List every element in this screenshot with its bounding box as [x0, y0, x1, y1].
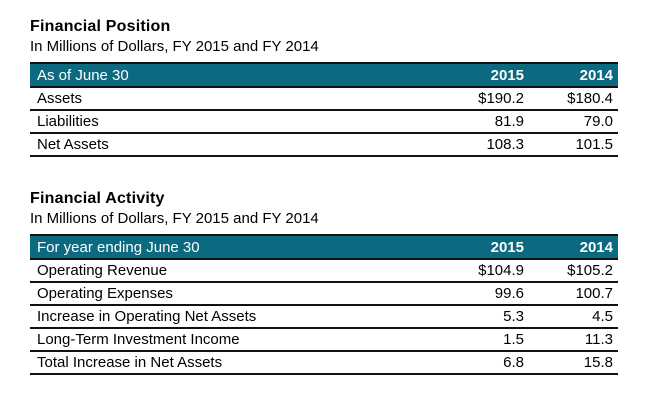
- table-row: Total Increase in Net Assets 6.8 15.8: [30, 351, 618, 374]
- header-year-2015-cell: 2015: [490, 238, 524, 256]
- row-label-cell: Liabilities: [37, 113, 99, 130]
- row-value-2015-cell: 6.8: [503, 354, 524, 371]
- row-value-2014-cell: 100.7: [575, 285, 613, 302]
- table-row: Increase in Operating Net Assets 5.3 4.5: [30, 305, 618, 328]
- row-value-2015-cell: 108.3: [486, 136, 524, 153]
- row-value-2014-cell: 4.5: [592, 308, 613, 325]
- table-row: Operating Revenue $104.9 $105.2: [30, 259, 618, 282]
- table-row: Long-Term Investment Income 1.5 11.3: [30, 328, 618, 351]
- row-value-2014-cell: $180.4: [567, 90, 613, 107]
- section-financial-position: Financial Position In Millions of Dollar…: [30, 0, 618, 157]
- row-label-cell: Increase in Operating Net Assets: [37, 308, 257, 325]
- table-header-row: For year ending June 30 2015 2014: [30, 235, 618, 259]
- row-label-cell: Total Increase in Net Assets: [37, 354, 223, 371]
- row-value-2015-cell: 5.3: [503, 308, 524, 325]
- row-value-2014-cell: 15.8: [583, 354, 613, 371]
- section-financial-activity: Financial Activity In Millions of Dollar…: [30, 157, 618, 375]
- row-value-2014-cell: 79.0: [583, 113, 613, 130]
- row-value-2014-cell: 101.5: [575, 136, 613, 153]
- financial-position-table: As of June 30 2015 2014 Assets $190.2 $1…: [30, 62, 618, 157]
- row-value-2015-cell: $190.2: [478, 90, 524, 107]
- table-header-row: As of June 30 2015 2014: [30, 63, 618, 87]
- header-year-2014-cell: 2014: [579, 66, 613, 84]
- section-title: Financial Position: [30, 18, 171, 35]
- row-value-2015-cell: 1.5: [503, 331, 524, 348]
- section-subtitle: In Millions of Dollars, FY 2015 and FY 2…: [30, 210, 319, 227]
- section-subtitle: In Millions of Dollars, FY 2015 and FY 2…: [30, 38, 319, 55]
- row-label-cell: Operating Expenses: [37, 285, 173, 302]
- header-year-2014-cell: 2014: [579, 238, 613, 256]
- row-label-cell: Operating Revenue: [37, 262, 168, 279]
- row-label-cell: Assets: [37, 90, 83, 107]
- row-value-2014-cell: 11.3: [584, 331, 613, 348]
- row-value-2015-cell: $104.9: [478, 262, 524, 279]
- row-value-2015-cell: 81.9: [494, 113, 524, 130]
- row-label-cell: Net Assets: [37, 136, 109, 153]
- row-value-2015-cell: 99.6: [494, 285, 524, 302]
- header-label-cell: As of June 30: [37, 66, 129, 84]
- table-row: Operating Expenses 99.6 100.7: [30, 282, 618, 305]
- header-year-2015-cell: 2015: [490, 66, 524, 84]
- row-label-cell: Long-Term Investment Income: [37, 331, 240, 348]
- header-label-cell: For year ending June 30: [37, 238, 200, 256]
- section-title: Financial Activity: [30, 190, 165, 207]
- row-value-2014-cell: $105.2: [567, 262, 613, 279]
- report-content: Financial Position In Millions of Dollar…: [30, 0, 618, 375]
- table-row: Net Assets 108.3 101.5: [30, 133, 618, 156]
- table-row: Liabilities 81.9 79.0: [30, 110, 618, 133]
- financial-activity-table: For year ending June 30 2015 2014 Operat…: [30, 234, 618, 375]
- table-row: Assets $190.2 $180.4: [30, 87, 618, 110]
